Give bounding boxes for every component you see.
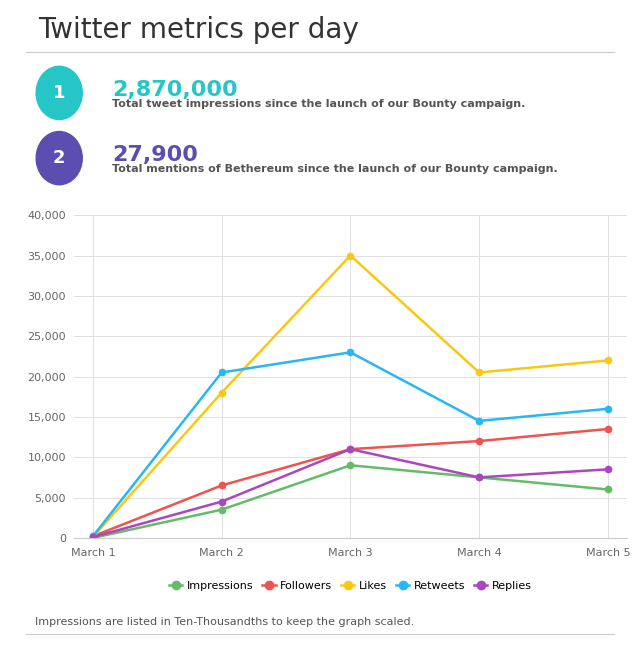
Text: Impressions are listed in Ten-Thousandths to keep the graph scaled.: Impressions are listed in Ten-Thousandth… bbox=[35, 617, 415, 627]
Text: 1: 1 bbox=[53, 84, 65, 102]
Followers bbox=[476, 437, 483, 445]
Line: Replies: Replies bbox=[90, 446, 611, 541]
Followers bbox=[347, 445, 355, 453]
Impressions bbox=[604, 486, 612, 494]
Text: 2,870,000: 2,870,000 bbox=[112, 80, 237, 100]
Replies bbox=[89, 533, 97, 541]
Text: 27,900: 27,900 bbox=[112, 145, 198, 165]
Likes bbox=[476, 368, 483, 376]
Circle shape bbox=[36, 132, 83, 185]
Retweets bbox=[89, 533, 97, 541]
Followers bbox=[218, 482, 225, 490]
Impressions bbox=[218, 506, 225, 514]
Likes bbox=[89, 533, 97, 541]
Line: Likes: Likes bbox=[90, 252, 611, 541]
Impressions bbox=[347, 462, 355, 469]
Legend: Impressions, Followers, Likes, Retweets, Replies: Impressions, Followers, Likes, Retweets,… bbox=[164, 576, 536, 595]
Replies bbox=[218, 497, 225, 505]
Replies bbox=[604, 466, 612, 473]
Line: Impressions: Impressions bbox=[90, 462, 611, 541]
Retweets bbox=[604, 405, 612, 413]
Likes bbox=[604, 357, 612, 364]
Impressions bbox=[89, 534, 97, 542]
Replies bbox=[347, 445, 355, 453]
Retweets bbox=[218, 368, 225, 376]
Line: Retweets: Retweets bbox=[90, 349, 611, 539]
Replies bbox=[476, 473, 483, 481]
Text: Total tweet impressions since the launch of our Bounty campaign.: Total tweet impressions since the launch… bbox=[112, 99, 525, 109]
Line: Followers: Followers bbox=[90, 426, 611, 539]
Retweets bbox=[347, 348, 355, 356]
Likes bbox=[218, 389, 225, 396]
Text: Total mentions of Bethereum since the launch of our Bounty campaign.: Total mentions of Bethereum since the la… bbox=[112, 164, 557, 174]
Followers bbox=[604, 425, 612, 433]
Text: Twitter metrics per day: Twitter metrics per day bbox=[38, 16, 359, 44]
Circle shape bbox=[36, 67, 83, 119]
Likes bbox=[347, 252, 355, 259]
Impressions bbox=[476, 473, 483, 481]
Retweets bbox=[476, 417, 483, 425]
Text: 2: 2 bbox=[53, 149, 65, 167]
Followers bbox=[89, 533, 97, 541]
